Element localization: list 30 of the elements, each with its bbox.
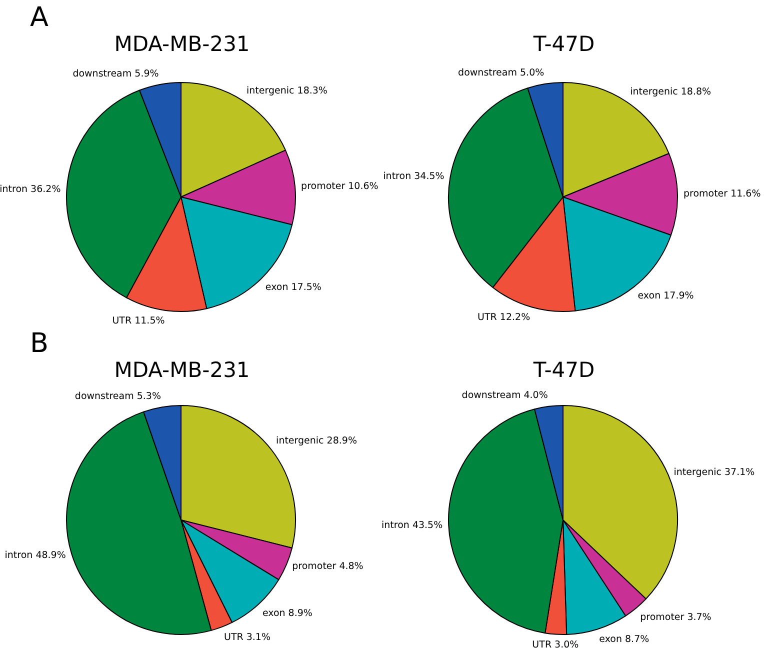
chart-title: T-47D: [532, 358, 596, 382]
slice-label: promoter 11.6%: [683, 188, 761, 200]
slice-label: downstream 4.0%: [462, 390, 548, 402]
slice-label: UTR 3.0%: [532, 639, 579, 650]
slice-label: intergenic 28.9%: [276, 436, 357, 447]
slice-label: UTR 3.1%: [224, 632, 271, 643]
slice-label: exon 8.7%: [599, 634, 650, 646]
slice-label: downstream 5.9%: [72, 68, 159, 80]
slice-label: intron 34.5%: [383, 170, 444, 182]
slice-label: promoter 10.6%: [301, 180, 378, 192]
slice-label: exon 17.9%: [638, 290, 694, 302]
slice-label: intergenic 37.1%: [674, 466, 755, 478]
slice-label: intron 43.5%: [382, 520, 443, 532]
slice-label: intron 48.9%: [4, 550, 66, 562]
slice-label: intron 36.2%: [0, 184, 61, 195]
text: B: [30, 328, 49, 359]
slice-label: exon 17.5%: [265, 282, 322, 294]
slice-label: UTR 12.2%: [478, 312, 530, 324]
slice-label: exon 8.9%: [262, 608, 312, 620]
slice-label: intergenic 18.3%: [246, 86, 328, 97]
slice-label: UTR 11.5%: [112, 316, 165, 327]
slice-label: intergenic 18.8%: [630, 86, 712, 98]
chart-title: T-47D: [532, 32, 596, 56]
slice-label: promoter 3.7%: [640, 612, 712, 623]
chart-title: MDA-MB-231: [113, 32, 251, 56]
chart-title: MDA-MB-231: [113, 358, 251, 382]
slice-label: downstream 5.0%: [458, 68, 544, 79]
slice-label: promoter 4.8%: [292, 561, 364, 572]
slice-label: downstream 5.3%: [74, 390, 162, 402]
text: A: [30, 2, 48, 33]
